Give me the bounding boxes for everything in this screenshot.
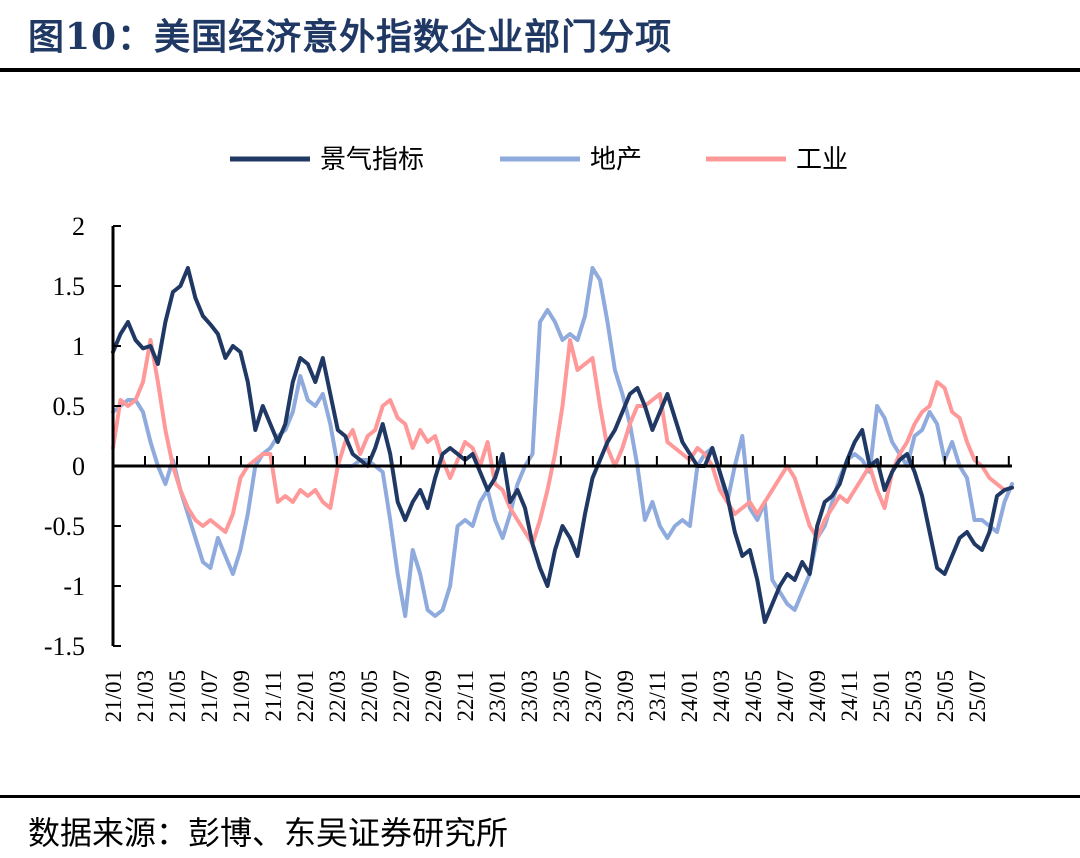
x-tick-label: 21/09	[229, 670, 254, 722]
legend-label: 景气指标	[320, 145, 424, 175]
y-tick-label: 0.5	[53, 392, 86, 421]
x-tick-label: 22/09	[421, 670, 446, 722]
x-tick-label: 25/05	[933, 670, 958, 722]
y-tick-label: -0.5	[44, 512, 85, 541]
x-tick-label: 22/03	[325, 670, 350, 722]
legend-label: 地产	[590, 145, 642, 175]
x-tick-label: 21/11	[261, 670, 286, 722]
y-tick-label: 2	[72, 212, 85, 241]
x-tick-label: 24/07	[773, 670, 798, 722]
chart-axes: 2 1.5 1 0.5 0 -0.5 -1 -1.5 21/01 21/03 21/05 21/07 2…	[44, 212, 1012, 722]
series-line-3	[111, 338, 1014, 546]
chart-legend: 景气指标 地产 工业	[230, 145, 848, 175]
top-rule	[0, 68, 1080, 72]
y-tick-label: 1	[72, 332, 85, 361]
x-tick-label: 22/11	[453, 670, 478, 722]
x-tick-label: 21/07	[197, 670, 222, 722]
x-tick-label: 24/01	[677, 670, 702, 722]
x-tick-label: 21/01	[101, 670, 126, 722]
figure-title: 图10：美国经济意外指数企业部门分项	[28, 16, 673, 58]
x-tick-label: 23/11	[645, 670, 670, 722]
x-tick-label: 22/05	[357, 670, 382, 722]
x-tick-label: 21/03	[133, 670, 158, 722]
x-tick-label: 24/09	[805, 670, 830, 722]
y-tick-label: -1.5	[44, 632, 85, 661]
x-tick-label: 24/05	[741, 670, 766, 722]
x-tick-label: 23/09	[613, 670, 638, 722]
x-tick-label: 23/01	[485, 670, 510, 722]
line-chart: 景气指标 地产 工业 2 1.5 1 0.5 0 -0.5 -1 -1.5 21/01 21/03 21…	[44, 145, 1014, 722]
y-tick-label: 0	[72, 452, 85, 481]
y-tick-label: -1	[63, 572, 85, 601]
x-tick-label: 24/03	[709, 670, 734, 722]
bottom-rule	[0, 795, 1080, 798]
series-line-1	[111, 266, 1014, 624]
x-tick-label: 23/05	[549, 670, 574, 722]
x-tick-label: 23/07	[581, 670, 606, 722]
y-tick-label: 1.5	[53, 272, 86, 301]
x-tick-label: 22/01	[293, 670, 318, 722]
x-tick-label: 21/05	[165, 670, 190, 722]
x-tick-label: 25/01	[869, 670, 894, 722]
x-tick-label: 24/11	[837, 670, 862, 722]
x-tick-label: 22/07	[389, 670, 414, 722]
x-tick-label: 23/03	[517, 670, 542, 722]
series-line-2	[111, 266, 1014, 618]
x-tick-label: 25/07	[965, 670, 990, 722]
source-note: 数据来源：彭博、东吴证券研究所	[28, 814, 509, 852]
legend-label: 工业	[796, 145, 848, 175]
series-lines	[111, 266, 1014, 624]
x-tick-label: 25/03	[901, 670, 926, 722]
